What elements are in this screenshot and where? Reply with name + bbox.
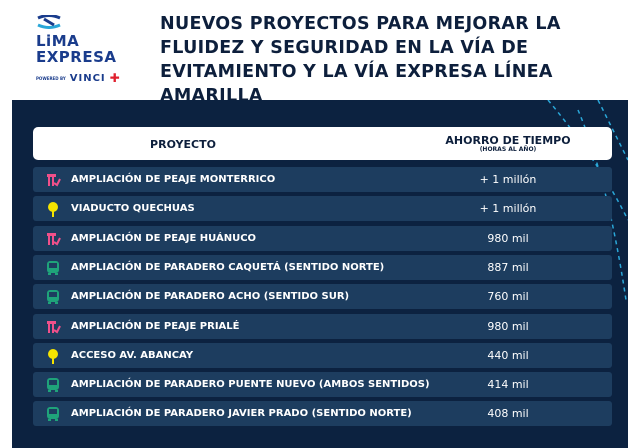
table-row: AMPLIACIÓN DE PARADERO JAVIER PRADO (SEN… xyxy=(33,401,612,427)
time-saving: 414 mil xyxy=(487,378,529,392)
projects-panel: PROYECTO AHORRO DE TIEMPO (HORAS AL AÑO) … xyxy=(12,100,628,448)
header-ahorro-label: AHORRO DE TIEMPO xyxy=(445,134,571,147)
toll-booth-icon xyxy=(45,231,61,247)
header-ahorro: AHORRO DE TIEMPO (HORAS AL AÑO) xyxy=(413,135,603,153)
logo-mark-icon xyxy=(37,14,61,29)
project-name: AMPLIACIÓN DE PARADERO PUENTE NUEVO (AMB… xyxy=(71,379,430,391)
table-row: AMPLIACIÓN DE PEAJE MONTERRICO + 1 millón xyxy=(33,167,612,192)
time-saving: 408 mil xyxy=(487,407,529,421)
time-saving: 760 mil xyxy=(487,290,529,304)
project-name: AMPLIACIÓN DE PARADERO ACHO (SENTIDO SUR… xyxy=(71,291,350,303)
project-name: AMPLIACIÓN DE PARADERO JAVIER PRADO (SEN… xyxy=(71,408,412,420)
bus-icon xyxy=(45,260,61,276)
page-title: NUEVOS PROYECTOS PARA MEJORAR LA FLUIDEZ… xyxy=(160,14,561,106)
time-saving: + 1 millón xyxy=(479,202,537,216)
location-pin-icon xyxy=(45,348,61,364)
time-saving: 440 mil xyxy=(487,348,529,362)
table-row: AMPLIACIÓN DE PEAJE HUÁNUCO 980 mil xyxy=(33,225,612,251)
logo-line2: EXPRESA xyxy=(36,48,117,66)
time-saving: 980 mil xyxy=(487,231,529,245)
project-name: AMPLIACIÓN DE PEAJE HUÁNUCO xyxy=(71,232,257,244)
vinci-logo: VINCI xyxy=(69,72,106,84)
project-name: AMPLIACIÓN DE PARADERO CAQUETÁ (SENTIDO … xyxy=(71,261,385,273)
project-name: AMPLIACIÓN DE PEAJE PRIALÉ xyxy=(71,320,240,332)
bus-icon xyxy=(45,289,61,305)
powered-by: POWERED BY xyxy=(36,75,66,81)
vinci-cross-icon: ✚ xyxy=(109,71,120,85)
project-name: ACCESO AV. ABANCAY xyxy=(71,349,194,361)
time-saving: + 1 millón xyxy=(479,173,537,186)
table-row: AMPLIACIÓN DE PARADERO PUENTE NUEVO (AMB… xyxy=(33,372,612,398)
lima-expresa-logo: LiMA EXPRESA POWERED BY VINCI ✚ xyxy=(36,14,136,85)
time-saving: 887 mil xyxy=(487,260,529,274)
table-row: AMPLIACIÓN DE PARADERO ACHO (SENTIDO SUR… xyxy=(33,284,612,310)
table-row: VIADUCTO QUECHUAS + 1 millón xyxy=(33,196,612,222)
project-name: AMPLIACIÓN DE PEAJE MONTERRICO xyxy=(71,174,276,185)
project-name: VIADUCTO QUECHUAS xyxy=(71,203,195,215)
bus-icon xyxy=(45,406,61,422)
table-header: PROYECTO AHORRO DE TIEMPO (HORAS AL AÑO) xyxy=(33,127,612,160)
toll-booth-icon xyxy=(45,319,61,335)
header-ahorro-sub: (HORAS AL AÑO) xyxy=(479,146,537,153)
header-proyecto: PROYECTO xyxy=(150,138,216,151)
table-row: AMPLIACIÓN DE PARADERO CAQUETÁ (SENTIDO … xyxy=(33,254,612,280)
table-row: ACCESO AV. ABANCAY 440 mil xyxy=(33,342,612,368)
location-pin-icon xyxy=(45,201,61,218)
table-row: AMPLIACIÓN DE PEAJE PRIALÉ 980 mil xyxy=(33,313,612,339)
logo-line1: LiMA xyxy=(36,32,80,50)
time-saving: 980 mil xyxy=(487,319,529,333)
bus-icon xyxy=(45,377,61,393)
toll-booth-icon xyxy=(45,172,61,188)
